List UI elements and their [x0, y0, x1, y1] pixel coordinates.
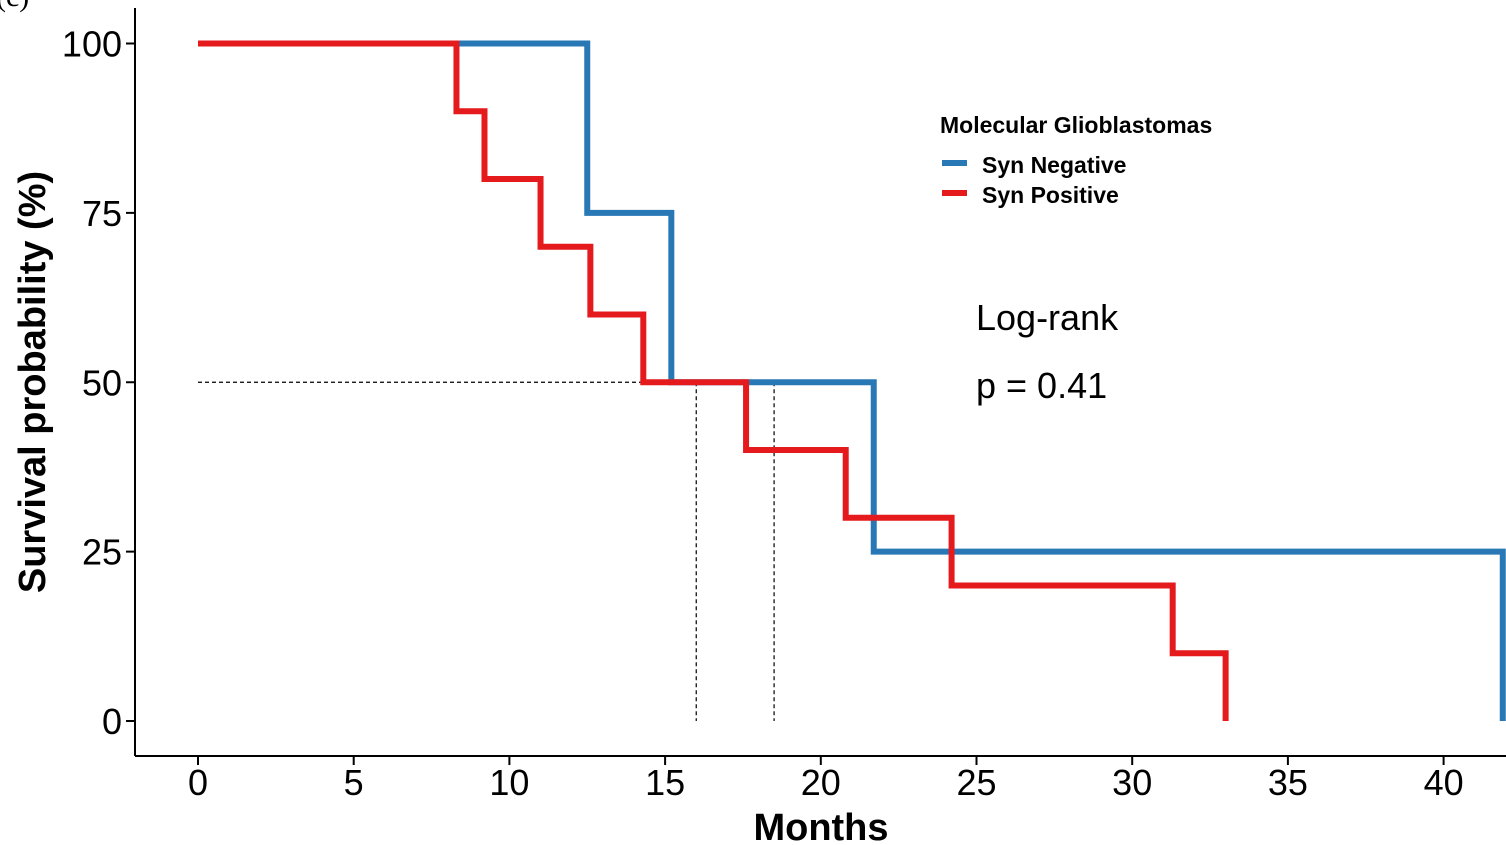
y-tick-label: 25 [82, 532, 122, 573]
y-tick-label: 50 [82, 362, 122, 403]
x-tick-label: 10 [489, 762, 529, 803]
x-tick-label: 30 [1112, 762, 1152, 803]
ticks: 0 5 10 15 20 25 30 35 40 0 25 50 75 100 [62, 24, 1464, 804]
x-tick-label: 15 [645, 762, 685, 803]
annotation-log-rank: Log-rank [976, 297, 1119, 338]
x-tick-label: 0 [188, 762, 208, 803]
legend-label-syn-positive: Syn Positive [982, 182, 1119, 208]
x-tick-label: 20 [801, 762, 841, 803]
legend: Molecular Glioblastomas Syn Negative Syn… [940, 112, 1212, 208]
x-tick-label: 25 [956, 762, 996, 803]
y-axis-title: Survival probability (%) [12, 171, 54, 593]
x-tick-label: 5 [344, 762, 364, 803]
median-lines [198, 381, 775, 721]
x-tick-label: 35 [1268, 762, 1308, 803]
series-line-syn-negative [198, 40, 1506, 721]
annotation-p-value: p = 0.41 [976, 365, 1107, 406]
legend-title: Molecular Glioblastomas [940, 112, 1212, 138]
x-tick-label: 40 [1424, 762, 1464, 803]
series-line-syn-positive [198, 40, 1229, 721]
y-tick-label: 0 [102, 701, 122, 742]
y-tick-label: 75 [82, 193, 122, 234]
legend-label-syn-negative: Syn Negative [982, 152, 1126, 178]
y-tick-label: 100 [62, 24, 122, 65]
series-lines [198, 40, 1506, 721]
panel-label: (c) [0, 0, 29, 13]
x-axis-title: Months [753, 807, 888, 845]
